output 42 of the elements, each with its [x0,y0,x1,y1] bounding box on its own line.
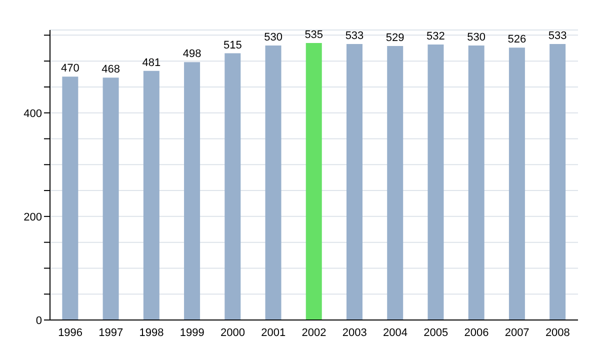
x-tick-label: 2000 [220,326,246,339]
x-tick-label: 2001 [261,326,286,339]
bar [346,44,362,320]
bar [184,62,200,320]
x-tick-label: 2008 [545,326,570,339]
data-label: 526 [508,34,526,46]
data-label: 498 [182,48,202,60]
data-label: 532 [426,30,445,42]
bar [428,44,444,320]
data-label: 481 [142,56,161,69]
x-tick-label: 2003 [342,326,367,339]
data-label: 470 [61,62,80,75]
data-label: 530 [264,32,282,44]
y-tick-label: 0 [36,314,42,327]
y-tick-label: 400 [24,108,42,120]
data-label: 529 [386,32,404,44]
bar [508,48,525,320]
data-label: 530 [467,32,486,44]
data-label: 468 [102,64,120,76]
data-label: 533 [345,30,364,42]
x-tick-label: 2002 [302,326,326,339]
bar [387,46,404,320]
x-tick-label: 1997 [98,326,124,339]
bar [468,46,484,320]
x-tick-label: 1996 [58,326,83,339]
x-tick-label: 2005 [424,326,448,339]
x-tick-label: 1998 [139,326,164,339]
bar [62,76,78,320]
x-tick-label: 2007 [504,326,530,339]
bar [102,78,119,320]
data-label: 533 [548,30,567,42]
data-label: 515 [223,39,242,52]
bar [306,42,322,320]
data-label: 535 [304,28,324,41]
bar [550,44,566,320]
bar [265,46,282,320]
bar [143,70,160,320]
x-tick-label: 1999 [180,326,204,339]
bar [224,53,241,320]
y-tick-label: 200 [24,211,42,224]
x-tick-label: 2006 [464,326,489,339]
x-tick-label: 2004 [382,326,408,339]
